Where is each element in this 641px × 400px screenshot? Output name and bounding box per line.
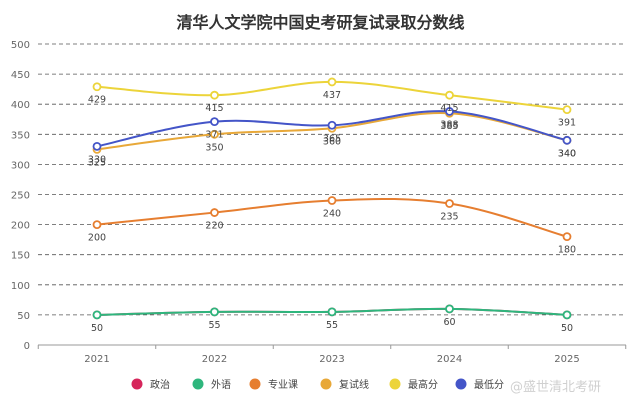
legend-swatch[interactable] [131,378,143,390]
series-1-point [92,310,102,320]
legend-swatch[interactable] [389,378,401,390]
x-tick-label: 2022 [202,354,227,365]
series-5-point [562,135,572,145]
y-tick-label: 350 [11,130,30,141]
x-tick-label: 2025 [554,354,579,365]
series-5-point [327,120,337,130]
y-tick-label: 300 [11,160,30,171]
series-2-data-label: 240 [323,209,341,220]
y-tick-label: 200 [11,221,30,232]
series-4-point [562,105,572,115]
series-1-point [445,304,454,314]
series-3-data-label: 350 [205,142,223,153]
data-labels: 50 55 55 60 50 200 220 240 235 180 325 350 360 385 340… [88,90,576,334]
x-tick-label: 2021 [84,354,109,365]
y-tick-label: 500 [11,40,30,51]
y-tick-label: 50 [17,311,30,322]
legend-label[interactable]: 外语 [211,379,231,391]
series-2-point [327,196,337,205]
series-4-data-label: 415 [440,103,458,114]
watermark: @盛世清北考研 [510,380,602,395]
legend-swatch[interactable] [192,378,204,390]
axes: 0 50 100 150 200 250 300 350 400 450 500 2021 2022 20… [11,40,627,365]
series-2-point [92,220,102,230]
series-1-data-label: 50 [91,323,103,334]
chart-title: 清华人文学院中国史考研复试录取分数线 [176,13,465,32]
y-tick-label: 450 [11,70,30,81]
series-1-data-label: 60 [443,317,455,328]
series-4-point [92,82,102,92]
y-tick-label: 150 [11,251,30,262]
series-5-data-label: 371 [205,130,223,141]
legend-label[interactable]: 最低分 [474,378,504,391]
series-3-point [210,129,219,139]
y-tick-label: 250 [11,191,30,202]
series-4-data-label: 391 [558,118,576,129]
series-5-data-label: 388 [440,119,458,130]
x-tick-label: 2023 [319,354,344,365]
series-5-data-label: 340 [558,148,576,159]
series-2-data-label: 235 [440,212,458,223]
series-4-data-label: 437 [323,90,341,101]
series-2-data-label: 180 [558,245,576,256]
y-tick-label: 0 [24,341,30,352]
legend-swatch[interactable] [249,378,261,390]
series-3-data-label: 340 [558,148,576,159]
series-1-data-label: 50 [561,323,573,334]
series-lines [92,77,572,320]
series-4-point [327,77,337,87]
series-1-point [327,307,337,317]
series-1-data-label: 55 [326,320,338,331]
y-tick-label: 100 [11,281,30,292]
series-3-data-label: 325 [88,157,106,168]
series-2-point [562,232,572,242]
series-5-point [92,141,102,151]
series-4-point [210,90,219,100]
series-4-point [445,90,454,100]
legend-label[interactable]: 专业课 [268,378,298,391]
legend-swatch[interactable] [455,378,467,390]
series-1-point [210,307,219,317]
y-tick-label: 400 [11,100,30,111]
legend-label[interactable]: 最高分 [408,378,438,391]
series-2-point [445,199,454,208]
series-5-data-label: 365 [323,133,341,144]
series-5-data-label: 330 [88,154,106,165]
series-2-point [210,208,219,217]
legend[interactable]: 政治 外语 专业课 复试线 最高分 最低分 [131,378,505,391]
legend-swatch[interactable] [320,378,332,390]
series-3-data-label: 385 [440,121,458,132]
series-5-point [445,107,454,116]
legend-label[interactable]: 政治 [150,378,170,391]
series-4-data-label: 429 [88,95,106,106]
series-1-point [562,310,572,320]
series-4-data-label: 415 [205,103,223,114]
x-tick-label: 2024 [437,354,462,365]
series-2-data-label: 200 [88,233,106,244]
series-2-data-label: 220 [205,221,223,232]
series-3-data-label: 360 [323,136,341,147]
series-5-point [210,117,219,127]
series-1-data-label: 55 [208,320,220,331]
legend-label[interactable]: 复试线 [339,378,369,391]
